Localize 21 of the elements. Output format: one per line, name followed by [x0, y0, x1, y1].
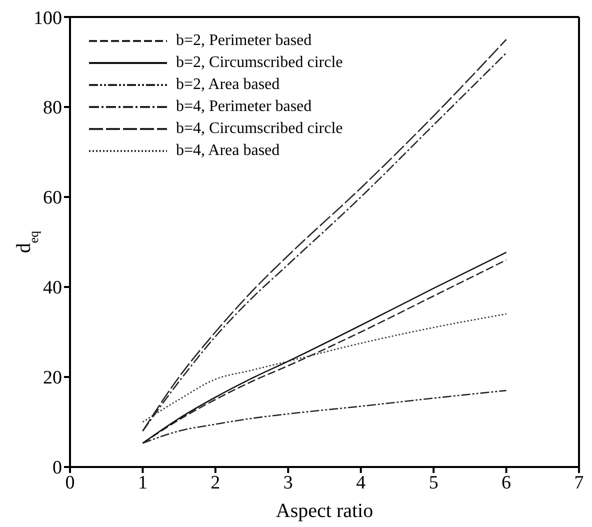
legend-label: b=4, Perimeter based: [176, 98, 312, 116]
x-axis-title: Aspect ratio: [276, 500, 374, 522]
x-tick-label: 2: [210, 472, 220, 494]
legend-label: b=4, Circumscribed circle: [176, 120, 343, 138]
y-tick-label: 0: [52, 458, 62, 479]
x-tick-label: 4: [356, 472, 366, 494]
y-tick-label: 100: [34, 8, 62, 29]
y-tick-label: 40: [43, 278, 62, 299]
legend-label: b=4, Area based: [176, 142, 280, 160]
x-tick-label: 0: [65, 472, 75, 494]
x-tick-label: 1: [138, 472, 148, 494]
y-tick-label: 80: [43, 98, 62, 119]
legend-label: b=2, Perimeter based: [176, 32, 312, 50]
x-tick-label: 7: [574, 472, 584, 494]
x-tick-label: 5: [428, 472, 438, 494]
y-tick-label: 20: [43, 368, 62, 389]
legend-label: b=2, Area based: [176, 76, 280, 94]
x-tick-label: 3: [283, 472, 293, 494]
y-tick-label: 60: [43, 188, 62, 209]
x-tick-label: 6: [502, 472, 512, 494]
legend-label: b=2, Circumscribed circle: [176, 54, 343, 72]
